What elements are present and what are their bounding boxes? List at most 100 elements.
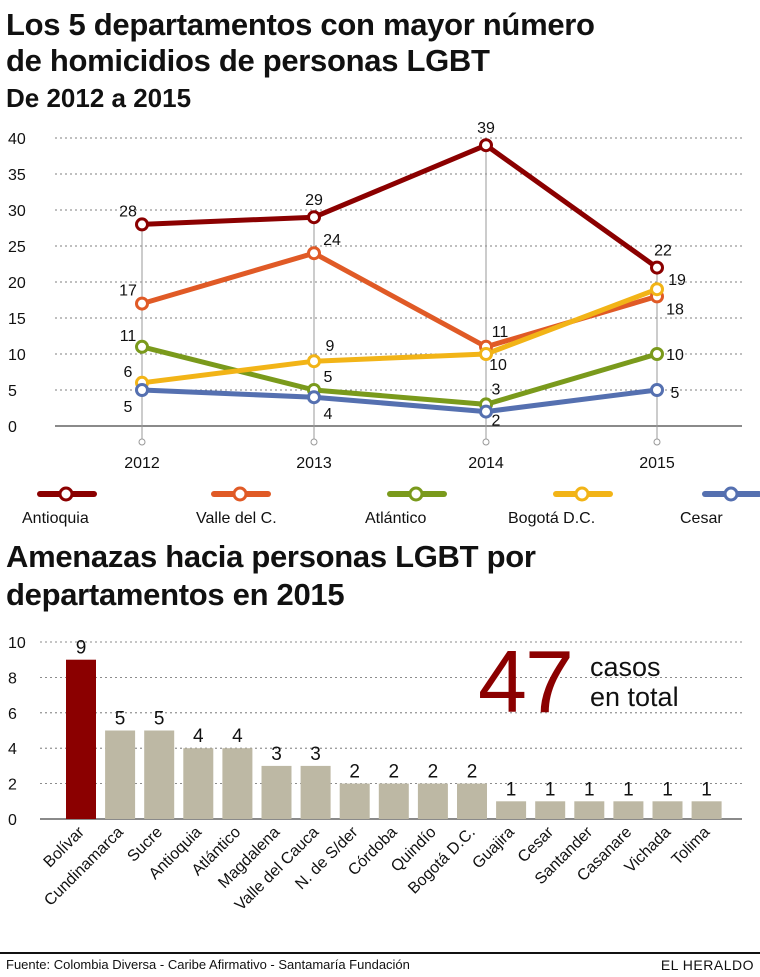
bar-value-label: 2 xyxy=(349,762,360,783)
brand-logo: EL HERALDO xyxy=(660,957,754,973)
bar-value-label: 2 xyxy=(467,762,478,783)
data-label-atlantico: 3 xyxy=(492,381,501,398)
footer-divider xyxy=(0,952,760,954)
data-point-cesar xyxy=(135,383,149,397)
data-label-bogota-d-c: 10 xyxy=(489,357,507,374)
x-tick-label: 2015 xyxy=(639,455,675,472)
data-label-valle-del-c: 11 xyxy=(492,324,509,341)
legend-marker-atlantico xyxy=(408,486,424,502)
bar-cesar xyxy=(535,801,566,819)
data-point-bogota-d-c xyxy=(650,282,664,297)
bar-valle-del-cauca xyxy=(300,765,331,819)
total-cases-label-line1: casos xyxy=(590,652,661,682)
bar-value-label: 2 xyxy=(389,762,400,783)
data-label-atlantico: 11 xyxy=(120,328,137,345)
y-tick-label: 25 xyxy=(8,239,26,256)
bar-quindio xyxy=(417,783,448,819)
bar-bogota-d-c xyxy=(457,783,487,819)
data-label-atlantico: 10 xyxy=(666,347,684,364)
data-point-atlantico xyxy=(135,339,149,354)
x-tick-label: 2012 xyxy=(124,455,160,472)
legend-label-cesar: Cesar xyxy=(680,510,723,527)
bar-value-label: 3 xyxy=(310,744,321,765)
data-point-cesar xyxy=(307,390,321,405)
legend-label-antioquia: Antioquia xyxy=(22,510,89,527)
total-cases-label-line2: en total xyxy=(590,682,679,712)
y-tick-label: 2 xyxy=(8,777,17,794)
legend-marker-cesar xyxy=(723,486,739,502)
data-label-antioquia: 22 xyxy=(654,243,672,260)
bar-value-label: 1 xyxy=(701,779,712,800)
x-tick-marker xyxy=(138,438,146,446)
y-tick-label: 6 xyxy=(8,706,17,723)
x-tick-marker xyxy=(482,438,490,446)
line-chart-title-line2: de homicidios de personas LGBT xyxy=(6,43,490,78)
y-tick-label: 35 xyxy=(8,167,26,184)
x-tick-label: Guajira xyxy=(469,824,518,873)
bar-antioquia xyxy=(183,748,214,819)
y-tick-label: 0 xyxy=(8,419,17,436)
legend-marker-bogota-d-c xyxy=(574,486,590,502)
source-note: Fuente: Colombia Diversa - Caribe Afirma… xyxy=(6,957,410,972)
data-label-bogota-d-c: 9 xyxy=(326,338,335,355)
y-tick-label: 20 xyxy=(8,275,26,292)
y-tick-label: 10 xyxy=(8,635,26,652)
data-point-cesar xyxy=(479,404,493,419)
y-tick-label: 30 xyxy=(8,203,26,220)
legend-marker-valle-del-c xyxy=(232,486,248,502)
legend-label-bogota-d-c: Bogotá D.C. xyxy=(508,510,595,527)
x-tick-label: Tolima xyxy=(669,824,714,869)
legend-label-atlantico: Atlántico xyxy=(365,510,426,527)
data-point-valle-del-c xyxy=(135,296,149,311)
data-label-bogota-d-c: 19 xyxy=(668,272,686,289)
bar-tolima xyxy=(691,801,722,819)
bar-value-label: 9 xyxy=(76,638,87,659)
data-label-cesar: 5 xyxy=(671,385,680,402)
bar-cundinamarca xyxy=(105,730,136,819)
bar-value-label: 1 xyxy=(506,779,517,800)
bar-sucre xyxy=(144,730,175,819)
data-label-bogota-d-c: 6 xyxy=(124,364,133,381)
x-tick-marker xyxy=(310,438,318,446)
bar-bolivar xyxy=(66,659,96,819)
series-line-atlantico xyxy=(139,344,660,407)
data-label-atlantico: 5 xyxy=(324,369,333,386)
x-tick-label: 2013 xyxy=(296,455,332,472)
data-label-antioquia: 29 xyxy=(305,192,323,209)
bar-chart-title-line2: departamentos en 2015 xyxy=(6,577,345,612)
bar-value-label: 1 xyxy=(545,779,556,800)
data-point-antioquia xyxy=(650,260,664,275)
y-tick-label: 8 xyxy=(8,670,17,687)
bar-casanare xyxy=(613,801,644,819)
data-point-antioquia xyxy=(135,217,149,232)
bar-vichada xyxy=(652,801,683,819)
line-chart-title-line1: Los 5 departamentos con mayor número xyxy=(6,7,595,42)
data-label-antioquia: 39 xyxy=(477,120,495,137)
data-point-bogota-d-c xyxy=(479,347,493,361)
y-tick-label: 10 xyxy=(8,347,26,364)
bar-value-label: 1 xyxy=(584,779,595,800)
y-tick-label: 0 xyxy=(8,812,17,829)
y-tick-label: 40 xyxy=(8,131,26,148)
data-point-valle-del-c xyxy=(307,246,321,261)
bar-value-label: 2 xyxy=(428,762,439,783)
data-label-cesar: 4 xyxy=(324,406,333,423)
data-point-antioquia xyxy=(479,138,493,153)
legend-marker-antioquia xyxy=(58,486,74,502)
data-label-cesar: 2 xyxy=(492,413,501,430)
bar-value-label: 3 xyxy=(271,744,282,765)
bar-magdalena xyxy=(261,765,292,819)
bar-guajira xyxy=(496,801,527,819)
data-point-atlantico xyxy=(650,347,664,361)
series-line-cesar xyxy=(139,387,660,415)
line-chart-subtitle: De 2012 a 2015 xyxy=(6,83,192,113)
y-tick-label: 5 xyxy=(8,383,17,400)
data-label-cesar: 5 xyxy=(124,399,133,416)
data-point-bogota-d-c xyxy=(307,354,321,369)
bar-value-label: 4 xyxy=(193,726,204,747)
bar-value-label: 1 xyxy=(662,779,673,800)
bar-value-label: 4 xyxy=(232,726,243,747)
data-point-cesar xyxy=(650,383,664,397)
bar-atlantico xyxy=(222,748,253,819)
